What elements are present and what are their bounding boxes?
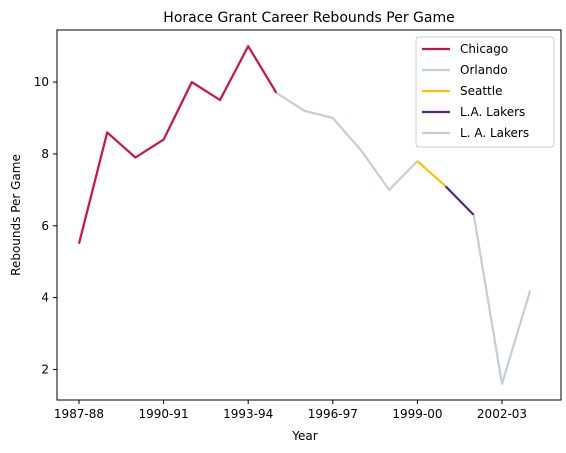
- x-tick-label-2: 1993-94: [223, 407, 273, 421]
- x-tick-label-0: 1987-88: [54, 407, 104, 421]
- x-tick-label-5: 2002-03: [477, 407, 527, 421]
- y-tick-label-1: 4: [41, 291, 49, 305]
- y-tick-label-3: 8: [41, 147, 49, 161]
- plot-frame: [56, 29, 562, 401]
- y-tick-label-2: 6: [41, 219, 49, 233]
- legend-label-4: L. A. Lakers: [460, 126, 529, 140]
- x-axis-label: Year: [291, 429, 317, 443]
- series-line-3: [444, 185, 475, 216]
- legend: Chicago Orlando Seattle L.A. Lakers L. A. La…: [415, 36, 555, 148]
- x-tick-label-1: 1990-91: [139, 407, 189, 421]
- chart-title: Horace Grant Career Rebounds Per Game: [163, 10, 454, 26]
- series-line-2: [416, 160, 447, 188]
- legend-label-0: Chicago: [460, 42, 508, 56]
- x-tick-label-4: 1999-00: [392, 407, 442, 421]
- plot-area: [77, 45, 532, 385]
- series-line-0: [77, 45, 278, 244]
- y-tick-label-0: 2: [41, 362, 49, 376]
- series-line-4: [472, 214, 532, 385]
- legend-label-3: L.A. Lakers: [460, 105, 525, 119]
- legend-frame: [415, 36, 555, 148]
- y-axis-label: Rebounds Per Game: [9, 154, 23, 276]
- series-line-1: [275, 91, 419, 191]
- legend-label-1: Orlando: [460, 63, 508, 77]
- x-tick-label-3: 1996-97: [308, 407, 358, 421]
- y-axis-ticks: 2 4 6 8 10: [34, 75, 57, 376]
- y-tick-label-4: 10: [34, 75, 49, 89]
- legend-label-2: Seattle: [460, 84, 502, 98]
- x-axis-ticks: 1987-88 1990-91 1993-94 1996-97 1999-00 2002-…: [54, 400, 527, 421]
